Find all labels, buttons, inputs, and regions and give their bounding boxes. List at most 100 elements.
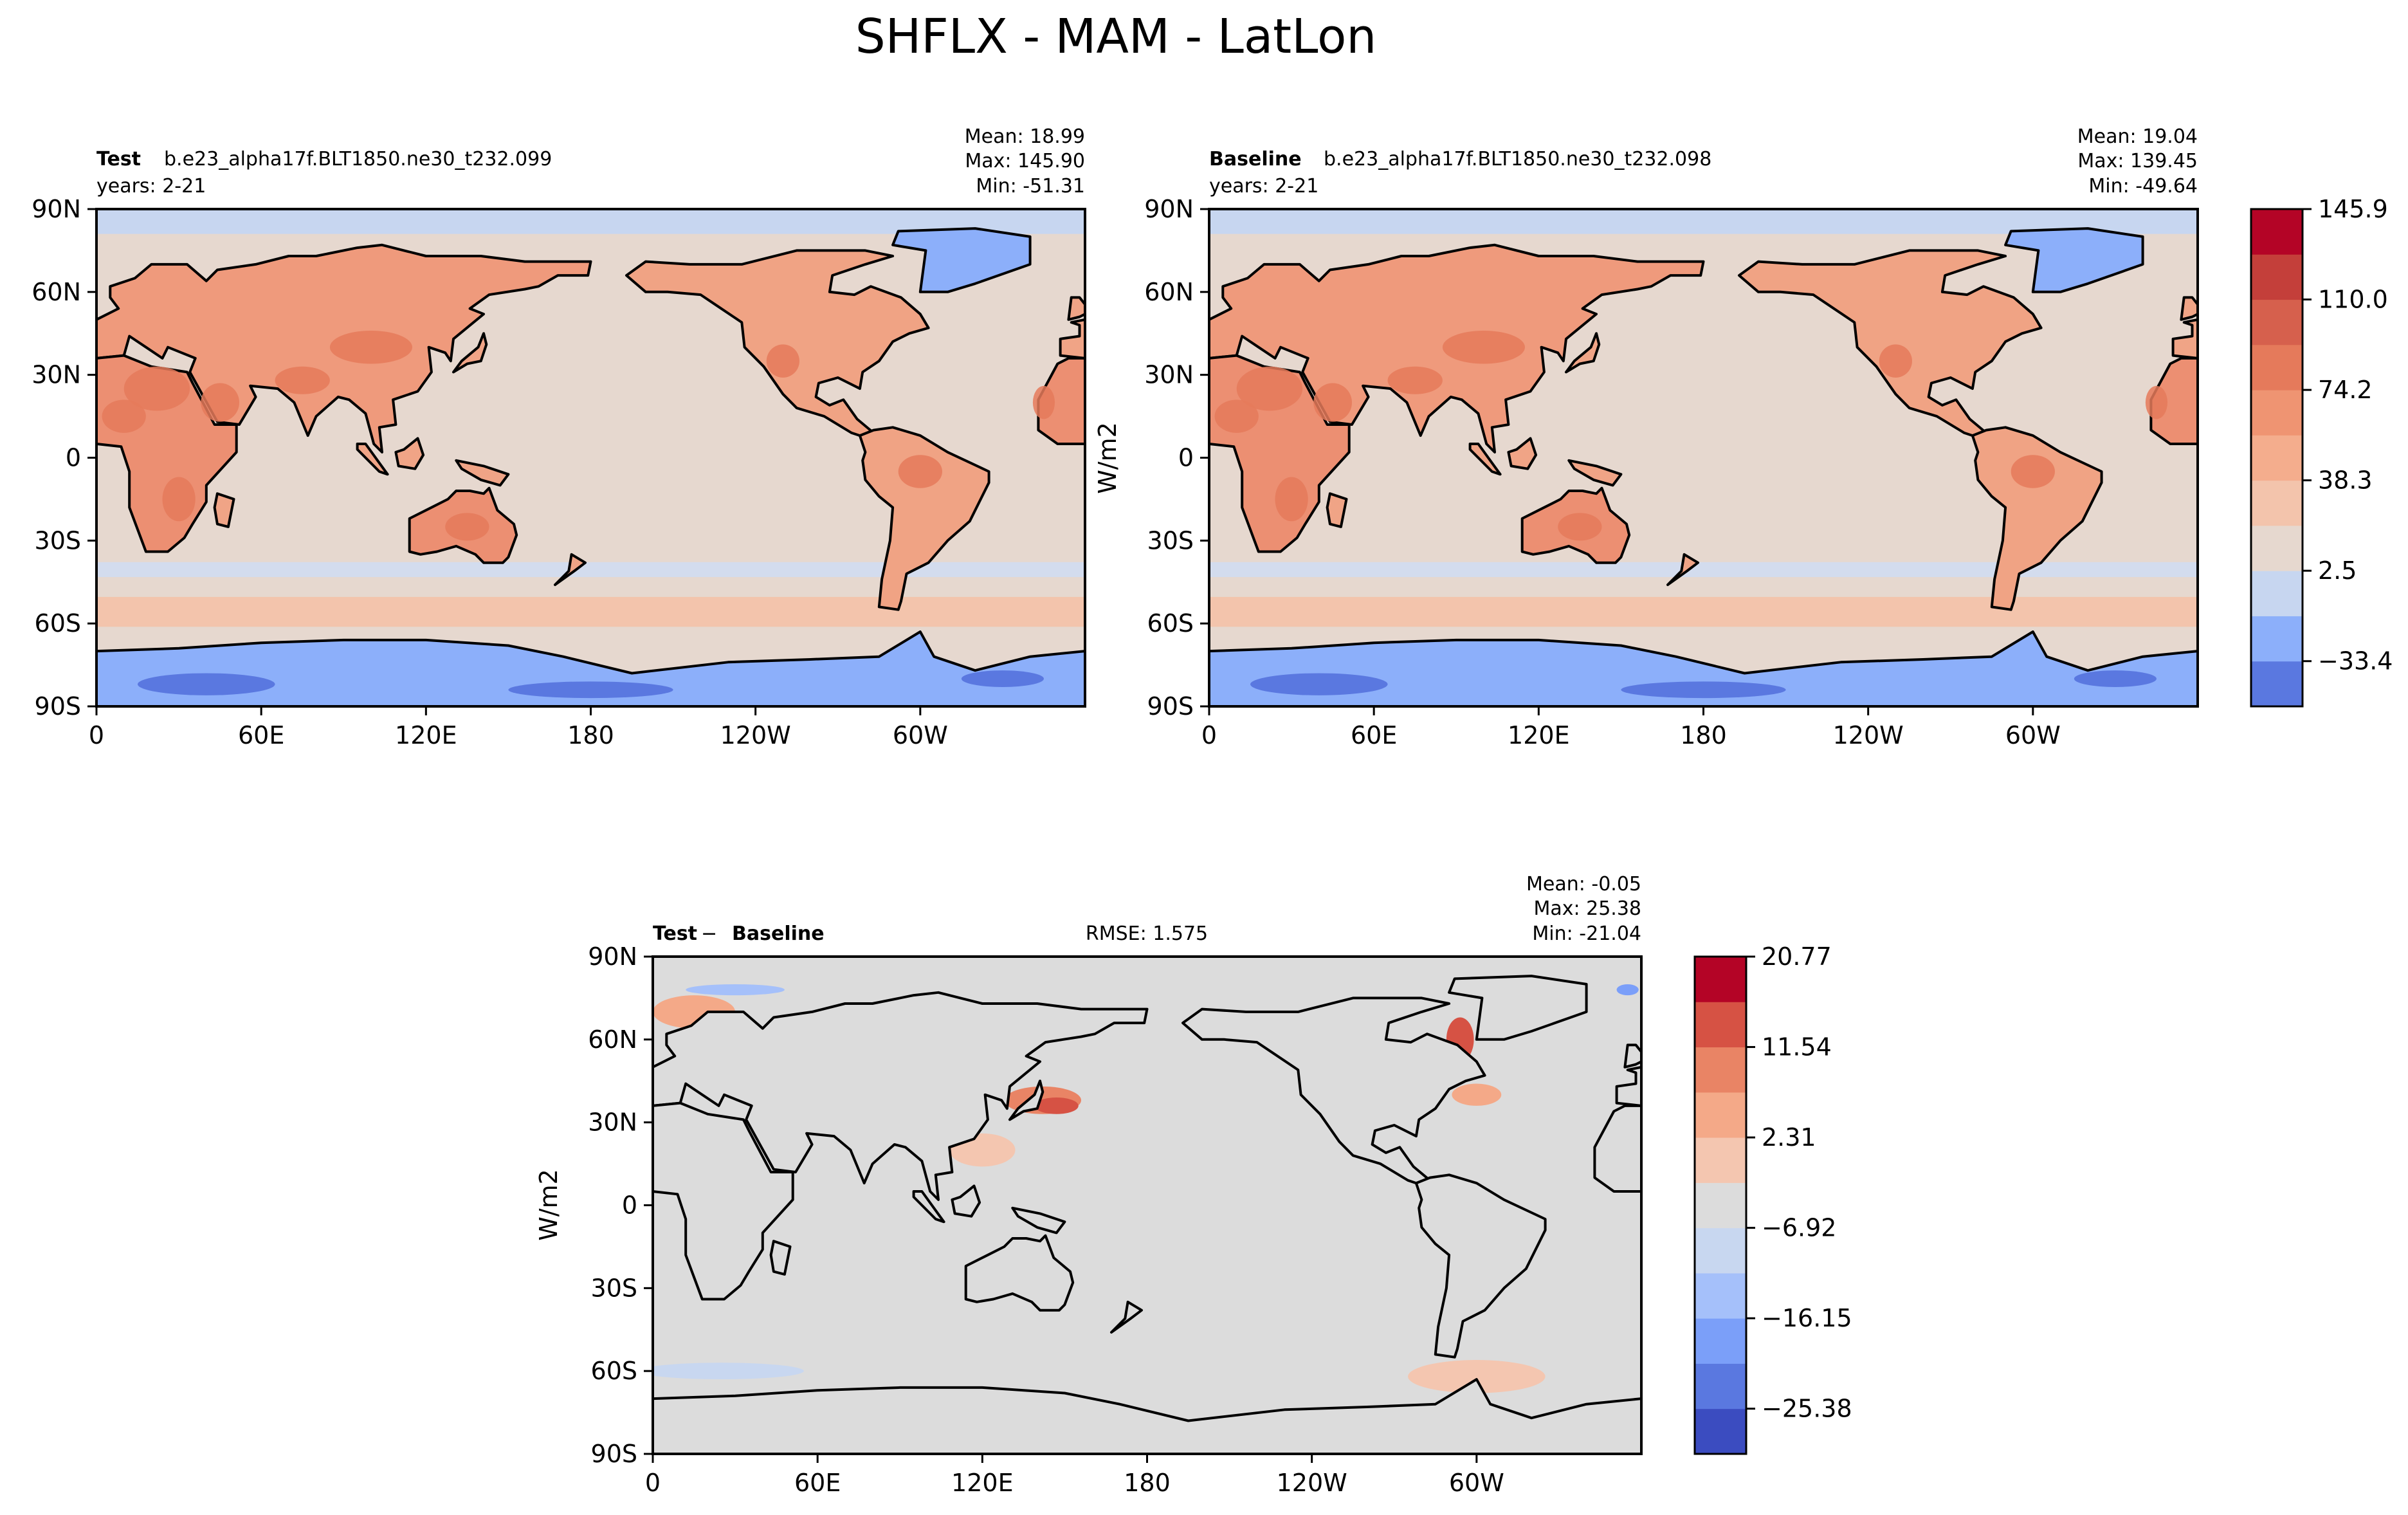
colorbar-difference-tick-label: −16.15 <box>1762 1304 1852 1332</box>
diff-land-africa <box>653 1101 794 1301</box>
diff-max: Max: 25.38 <box>1533 897 1641 920</box>
baseline-axes: 0 60E 120E 180 120W 60W 90N 60N 30N 0 30S 60S 90S <box>1144 195 2061 749</box>
colorbar-difference-swatch <box>1695 1002 1746 1048</box>
test-xtick-label: 120W <box>720 721 791 749</box>
colorbar-difference-swatch <box>1695 1047 1746 1093</box>
baseline-mean: Mean: 19.04 <box>2077 125 2198 148</box>
baseline-case: b.e23_alpha17f.BLT1850.ne30_t232.098 <box>1324 148 1711 170</box>
test-min: Min: -51.31 <box>976 175 1085 197</box>
test-hot-8 <box>1032 385 1055 419</box>
diff-land-madagascar <box>769 1240 792 1276</box>
test-xtick-label: 180 <box>567 721 614 749</box>
colorbar-difference-swatch <box>1695 1318 1746 1364</box>
baseline-land-japan <box>1565 332 1601 374</box>
test-axes: 0 60E 120E 180 120W 60W 90N 60N 30N 0 30S 60S 90S <box>32 195 948 749</box>
diff-anomaly-1 <box>1034 1097 1079 1114</box>
baseline-hot-0 <box>1236 366 1303 411</box>
colorbar-difference-tick-label: −6.92 <box>1762 1214 1836 1242</box>
diff-xtick-label: 60W <box>1449 1469 1504 1497</box>
baseline-hot-9 <box>1214 399 1259 433</box>
test-land-nz <box>554 553 587 586</box>
baseline-cold-2 <box>2074 670 2157 687</box>
colorbar-fields-swatch <box>2251 525 2303 571</box>
colorbar-fields-swatch <box>2251 209 2303 255</box>
test-ytick-label: 0 <box>66 444 81 472</box>
test-southern-band <box>96 596 1085 627</box>
colorbar-fields-swatch <box>2251 571 2303 616</box>
diff-land-borneo <box>951 1184 981 1218</box>
test-map <box>96 209 1085 706</box>
colorbar-fields-swatch <box>2251 254 2303 300</box>
panel-test: Test b.e23_alpha17f.BLT1850.ne30_t232.09… <box>32 125 1086 749</box>
baseline-ytick-label: 30N <box>1144 361 1194 389</box>
test-mean: Mean: 18.99 <box>965 125 1085 148</box>
colorbar-fields-tick-label: −33.4 <box>2318 647 2393 675</box>
colorbar-fields-swatch <box>2251 616 2303 662</box>
baseline-xtick-label: 120E <box>1508 721 1570 749</box>
colorbar-difference-tick-label: −25.38 <box>1762 1395 1852 1423</box>
diff-xtick-label: 0 <box>645 1469 661 1497</box>
test-xtick-label: 120E <box>395 721 457 749</box>
baseline-xtick-label: 120W <box>1833 721 1904 749</box>
colorbar-difference-swatch <box>1695 1092 1746 1138</box>
colorbar-fields-tick-label: 74.2 <box>2318 376 2373 404</box>
diff-land-japan <box>1008 1079 1044 1121</box>
diff-map <box>653 957 1641 1454</box>
baseline-land-greenland <box>2004 227 2144 293</box>
panel-difference: Test − Baseline RMSE: 1.575 Mean: -0.05 … <box>534 873 1643 1497</box>
diff-label-minus: − <box>701 923 717 945</box>
test-cold-0 <box>138 673 275 695</box>
colorbar-difference-tick-label: 20.77 <box>1762 942 1832 971</box>
baseline-label: Baseline <box>1209 148 1302 170</box>
baseline-max: Max: 139.45 <box>2077 150 2198 172</box>
test-cold-1 <box>508 681 673 699</box>
diff-ytick-label: 0 <box>622 1191 637 1220</box>
baseline-land-samerica <box>1971 426 2103 611</box>
test-xtick-label: 60E <box>238 721 284 749</box>
test-hot-7 <box>162 477 196 522</box>
test-land-madagascar <box>213 492 235 528</box>
test-ytick-label: 60S <box>35 609 81 638</box>
test-max: Max: 145.90 <box>965 150 1085 172</box>
baseline-cold-1 <box>1621 681 1786 699</box>
diff-xtick-label: 60E <box>794 1469 841 1497</box>
baseline-min: Min: -49.64 <box>2088 175 2198 197</box>
baseline-land-nz <box>1666 553 1699 586</box>
baseline-cold-band <box>1209 562 2198 578</box>
test-land-japan <box>452 332 488 374</box>
test-hot-3 <box>329 330 412 364</box>
baseline-hot-1 <box>1313 383 1353 422</box>
baseline-land-namerica <box>1738 249 2043 437</box>
test-xtick-label: 60W <box>893 721 948 749</box>
diff-ytick-label: 90S <box>591 1440 637 1468</box>
colorbar-fields-tick-label: 145.9 <box>2318 195 2388 223</box>
baseline-map <box>1209 209 2198 706</box>
diff-mean: Mean: -0.05 <box>1526 873 1641 895</box>
baseline-land-europeW <box>2171 318 2198 360</box>
test-case: b.e23_alpha17f.BLT1850.ne30_t232.099 <box>164 148 552 170</box>
diff-land-newguinea <box>1011 1206 1066 1235</box>
test-land-newguinea <box>455 459 510 487</box>
diff-ylabel: W/m2 <box>534 1169 563 1241</box>
baseline-xtick-label: 0 <box>1201 721 1217 749</box>
baseline-xtick-label: 180 <box>1680 721 1727 749</box>
colorbar-fields-swatch <box>2251 390 2303 436</box>
colorbar-difference-tick-label: 2.31 <box>1762 1123 1816 1152</box>
diff-ytick-label: 30N <box>588 1108 637 1137</box>
baseline-xtick-label: 60W <box>2005 721 2061 749</box>
baseline-southern-band <box>1209 596 2198 627</box>
colorbar-fields-swatch <box>2251 299 2303 345</box>
baseline-hot-6 <box>1558 513 1602 541</box>
diff-land-greenland <box>1448 975 1588 1041</box>
colorbar-difference-swatch <box>1695 1227 1746 1274</box>
colorbar-fields-swatch <box>2251 661 2303 707</box>
diff-anomaly-9 <box>1616 984 1639 996</box>
baseline-land-uk <box>2180 296 2198 321</box>
test-land-europeW <box>1059 318 1085 360</box>
baseline-land-madagascar <box>1326 492 1348 528</box>
test-hot-1 <box>201 383 240 422</box>
test-hot-4 <box>766 344 799 378</box>
test-land-namerica <box>625 249 930 437</box>
test-land-antarctica <box>96 630 1085 706</box>
